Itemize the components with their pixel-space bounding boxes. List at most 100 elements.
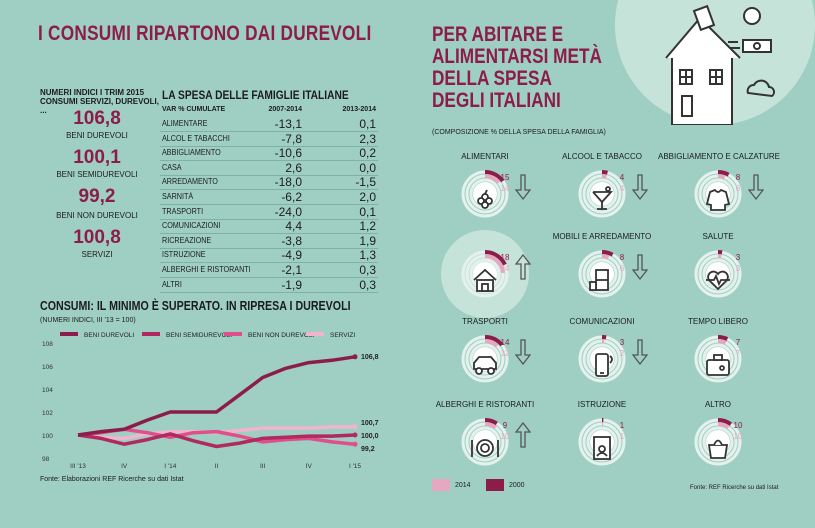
table-row-value-2007-2014: -10,6 xyxy=(274,146,302,161)
arrow-shape xyxy=(748,174,764,200)
table-row-value-2013-2014: 0,1 xyxy=(359,117,376,131)
x-tick-label: I '14 xyxy=(164,463,176,470)
table-row-label: TRASPORTI xyxy=(162,206,204,216)
legend-text-3: SERVIZI xyxy=(330,332,355,339)
arrow-shape xyxy=(515,174,531,200)
table-row-value-2013-2014: 2,3 xyxy=(359,131,376,146)
table-col-header-1: 2007-2014 xyxy=(268,106,302,113)
arc-2000 xyxy=(484,170,505,183)
title-line-1: PER ABITARE E xyxy=(432,23,564,46)
series-end-point-1 xyxy=(352,432,358,438)
main-title-left: I CONSUMI RIPARTONO DAI DUREVOLI xyxy=(38,22,372,45)
table-row-divider xyxy=(160,262,378,264)
subtitle-right: (COMPOSIZIONE % DELLA SPESA DELLA FAMIGL… xyxy=(432,129,606,136)
legend-text-0: BENI DUREVOLI xyxy=(84,332,134,339)
table-row-label: COMUNICAZIONI xyxy=(162,221,221,231)
arrow-shape xyxy=(515,254,531,280)
bag-icon xyxy=(707,439,729,459)
category-label: TEMPO LIBERO xyxy=(687,317,748,326)
table-row-value-2007-2014: -13,1 xyxy=(274,117,302,131)
series-end-label-2: 99,2 xyxy=(361,446,375,453)
table-row-divider xyxy=(160,189,378,191)
table-row-value-2013-2014: -1,5 xyxy=(355,175,376,190)
heart-icon xyxy=(706,270,730,291)
category-donut xyxy=(694,418,742,466)
arc-2000 xyxy=(601,250,614,257)
x-tick-label: I '15 xyxy=(349,463,361,470)
arc-2000 xyxy=(484,250,507,266)
table-row-value-2007-2014: 4,4 xyxy=(285,219,302,234)
table-row-value-2007-2014: -18,0 xyxy=(274,175,302,190)
table-row-value-2007-2014: -7,8 xyxy=(281,131,302,146)
category-label: ABBIGLIAMENTO E CALZATURE xyxy=(658,152,780,161)
legend-swatch-2000 xyxy=(486,479,504,491)
category-label: ISTRUZIONE xyxy=(577,400,627,409)
arrow-down-icon xyxy=(515,174,531,200)
series-end-label-0: 106,8 xyxy=(361,354,379,361)
pct-2014: 10 xyxy=(733,432,743,441)
table-row-value-2007-2014: -6,2 xyxy=(281,190,302,204)
pct-2000: 10 xyxy=(733,421,743,430)
series-line-0 xyxy=(77,355,356,437)
book-icon xyxy=(593,436,611,460)
table-row-divider xyxy=(160,145,378,147)
y-tick-label: 104 xyxy=(42,387,53,394)
kpi-value-durevoli: 106,8 xyxy=(73,108,121,129)
table-col-header-2: 2013-2014 xyxy=(342,106,376,113)
title-line-2: ALIMENTARSI METÀ xyxy=(432,45,602,68)
arrow-down-icon xyxy=(632,339,648,365)
plate-icon xyxy=(471,439,499,457)
legend-swatch-2014 xyxy=(432,479,450,491)
table-row-value-2007-2014: -4,9 xyxy=(281,248,302,263)
arrow-shape xyxy=(632,339,648,365)
kpi-value-non-durevoli: 99,2 xyxy=(78,186,116,207)
arc-2000 xyxy=(484,417,498,426)
arc-2000 xyxy=(717,334,729,341)
ring-track xyxy=(469,343,501,375)
arc-2014 xyxy=(484,422,497,430)
table-row-divider xyxy=(160,174,378,176)
table-row-value-2013-2014: 0,3 xyxy=(359,263,376,277)
table-row-divider xyxy=(160,277,378,278)
series-end-label-1: 100,0 xyxy=(361,433,379,440)
table-row-value-2007-2014: 2,6 xyxy=(285,160,302,175)
category-donut xyxy=(461,335,509,383)
x-tick-label: II xyxy=(215,463,219,470)
category-label: TRASPORTI xyxy=(462,317,508,326)
pct-2000: 9 xyxy=(502,421,508,430)
legend-text-2: BENI NON DUREVOLI xyxy=(248,332,315,339)
table-row-value-2013-2014: 0,0 xyxy=(359,160,376,175)
pct-2000: 8 xyxy=(735,173,741,182)
kpi-value-servizi: 100,8 xyxy=(73,227,121,248)
category-label: ALCOOL E TABACCO xyxy=(562,152,642,161)
table-row-value-2007-2014: -3,8 xyxy=(281,233,302,248)
category-donut xyxy=(441,230,529,318)
pct-2014: 24 xyxy=(500,264,510,273)
x-tick-label: III '13 xyxy=(70,463,86,470)
series-end-point-3 xyxy=(352,424,358,430)
table-row-value-2013-2014: 2,0 xyxy=(359,190,376,204)
x-tick-label: IV xyxy=(306,463,313,470)
arrow-up-icon xyxy=(515,254,531,280)
title-line-3: DELLA SPESA xyxy=(432,67,552,90)
sweater-icon xyxy=(705,188,731,211)
legend-text-1: BENI SEMIDUREVOLI xyxy=(166,332,232,339)
grapes-icon xyxy=(477,189,493,209)
table-row-label: ABBIGLIAMENTO xyxy=(162,148,221,158)
pct-2014: 2 xyxy=(619,349,625,358)
source-note-left: Fonte: Elaborazioni REF Ricerche su dati… xyxy=(40,476,184,483)
pct-2000: 15 xyxy=(500,173,510,182)
category-label: MOBILI E ARREDAMENTO xyxy=(552,232,652,241)
table-row-value-2007-2014: -2,1 xyxy=(281,263,302,277)
table-row-divider xyxy=(160,204,378,205)
arc-2014 xyxy=(484,174,501,184)
table-row-value-2013-2014: 0,2 xyxy=(359,146,376,161)
line-chart: BENI DUREVOLI BENI SEMIDUREVOLI BENI NON D… xyxy=(42,332,379,470)
table-row-label: ALBERGHI E RISTORANTI xyxy=(162,265,251,274)
arrow-shape xyxy=(515,422,531,448)
y-tick-label: 100 xyxy=(42,433,53,440)
series-end-point-0 xyxy=(352,354,358,360)
arrow-up-icon xyxy=(515,422,531,448)
table-row-value-2013-2014: 0,3 xyxy=(359,277,376,292)
table-row-value-2013-2014: 0,1 xyxy=(359,204,376,219)
